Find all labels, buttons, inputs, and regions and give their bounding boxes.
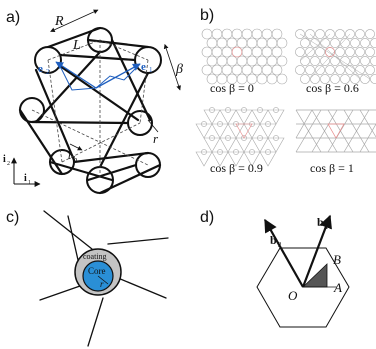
coating-label: coating [83,252,107,261]
i2-label: i [3,154,6,165]
i1-label: i [24,173,27,184]
panel-d: d) b 2 b 1 B A O [200,209,350,328]
panel-b-label: b) [200,7,214,24]
core-label: Core [88,266,106,276]
tiling-cosb-0.9 [195,107,285,167]
e2-arrow [55,61,97,89]
caption-cosb-0.6: cos β = 0.6 [306,81,359,95]
e1-sub: 1 [149,66,153,74]
e2-sub: 2 [46,68,50,76]
beta-dimension [163,43,181,91]
construction-lines [31,39,149,180]
tiling-cosb-0 [201,28,288,85]
reference-axes: i 2 i 1 [3,154,41,187]
c-ligaments [39,210,169,347]
point-O-label: O [288,288,298,303]
L-label: L [72,38,81,53]
caption-cosb-0: cos β = 0 [210,81,254,95]
b1-sub: 1 [325,223,329,231]
tiling-cosb-1 [295,109,376,153]
R-dimension [50,9,99,32]
brillouin-hexagon [256,247,350,328]
panel-c: c) coating Core r [6,209,169,347]
core-radius [97,275,109,285]
tb-arrow [69,143,83,151]
caption-cosb-0.9: cos β = 0.9 [210,161,263,175]
panel-b: b) cos β = 0 [195,7,376,175]
R-label: R [54,14,64,29]
panel-d-label: d) [200,209,214,226]
core-r-label: r [100,279,104,289]
zigzag-path [59,63,141,91]
pivot-circles [19,27,162,194]
panel-a-label: a) [6,9,20,26]
tb-label: t [68,148,72,162]
i2-sub: 2 [7,161,10,167]
e1-label: e [141,61,146,73]
point-A-label: A [333,280,342,295]
b1-arrow [301,214,332,288]
panel-c-label: c) [6,209,19,226]
b2-sub: 2 [278,241,282,249]
b1-label: b [317,215,324,229]
caption-cosb-1: cos β = 1 [310,161,354,175]
b2-label: b [270,233,277,247]
tb-sub: b [73,155,77,164]
i1-sub: 1 [28,180,31,186]
beta-label: β [175,62,183,77]
point-B-label: B [333,252,341,267]
b2-arrow [264,218,304,288]
r-label: r [153,131,159,146]
e1-arrow [95,63,141,89]
r-leader [147,119,159,133]
lattice-vectors [55,61,141,91]
e2-label: e [38,63,43,75]
ligaments [18,26,162,195]
tiling-cosb-0.6 [295,29,376,84]
panel-a: a) [3,9,183,195]
